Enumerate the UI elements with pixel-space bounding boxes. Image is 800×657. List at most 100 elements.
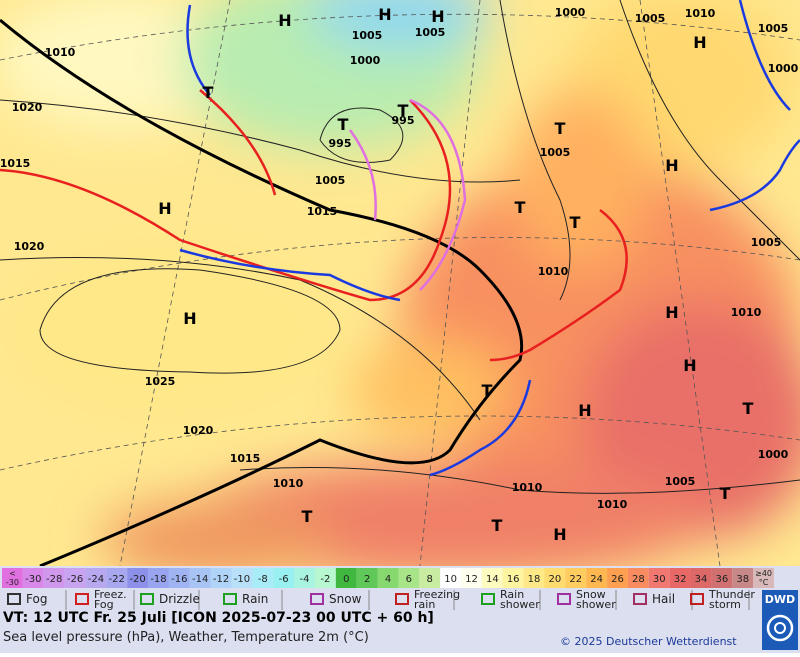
temperature-label: 14 bbox=[486, 574, 499, 585]
temperature-swatch bbox=[586, 568, 608, 588]
temperature-swatch bbox=[64, 568, 86, 588]
temperature-label: -12 bbox=[213, 574, 229, 585]
temperature-label: 0 bbox=[343, 574, 349, 585]
isobar-label: 1000 bbox=[350, 54, 381, 67]
pressure-center: H bbox=[183, 309, 196, 328]
weather-symbol bbox=[557, 593, 571, 605]
weather-label: Freezing bbox=[414, 588, 460, 601]
isobar-label: 1005 bbox=[315, 174, 346, 187]
temperature-label: 6 bbox=[406, 574, 412, 585]
temperature-swatch bbox=[544, 568, 566, 588]
weather-symbol bbox=[395, 593, 409, 605]
temperature-swatch bbox=[440, 568, 462, 588]
temperature-swatch bbox=[377, 568, 399, 588]
isobar-label: 1010 bbox=[731, 306, 762, 319]
weather-label: Snow bbox=[329, 592, 362, 606]
temperature-label: 10 bbox=[444, 574, 457, 585]
pressure-center: H bbox=[553, 525, 566, 544]
cold-front bbox=[186, 4, 211, 96]
temperature-label: 20 bbox=[549, 574, 562, 585]
temperature-label: -18 bbox=[150, 574, 166, 585]
temperature-label: 34 bbox=[695, 574, 708, 585]
temperature-label: -20 bbox=[129, 574, 145, 585]
temperature-label: 12 bbox=[465, 574, 478, 585]
weather-symbol bbox=[633, 593, 647, 605]
isobar-label: 1000 bbox=[768, 62, 799, 75]
temperature-label: 4 bbox=[385, 574, 391, 585]
isobar-label: 1010 bbox=[538, 265, 569, 278]
temperature-swatch bbox=[398, 568, 420, 588]
temperature-label: 28 bbox=[632, 574, 645, 585]
temperature-label: -8 bbox=[258, 574, 268, 585]
temperature-swatch bbox=[669, 568, 691, 588]
temperature-swatch bbox=[210, 568, 232, 588]
weather-label: Freez. bbox=[94, 588, 127, 601]
occluded-front bbox=[348, 98, 467, 291]
temperature-swatch bbox=[127, 568, 149, 588]
temperature-swatch bbox=[189, 568, 211, 588]
isobar-label: 1000 bbox=[758, 448, 789, 461]
pressure-center: H bbox=[665, 156, 678, 175]
temperature-swatch bbox=[461, 568, 482, 588]
weather-symbol bbox=[223, 593, 237, 605]
weather-label: storm bbox=[709, 598, 741, 611]
temperature-swatch bbox=[356, 568, 378, 588]
temperature-swatch bbox=[2, 568, 23, 588]
pressure-center: H bbox=[158, 199, 171, 218]
temperature-label: -28 bbox=[46, 574, 62, 585]
temperature-label: 32 bbox=[674, 574, 687, 585]
weather-symbol bbox=[75, 593, 89, 605]
isobar-label: 1000 bbox=[555, 6, 586, 19]
isobar-label: 1010 bbox=[597, 498, 628, 511]
temperature-swatch bbox=[648, 568, 670, 588]
temperature-swatch bbox=[627, 568, 649, 588]
isobar-label: 1020 bbox=[14, 240, 45, 253]
weather-label: shower bbox=[576, 598, 616, 611]
temperature-swatch bbox=[481, 568, 503, 588]
pressure-center: H bbox=[693, 33, 706, 52]
temperature-label: -26 bbox=[67, 574, 83, 585]
temperature-swatch bbox=[523, 568, 545, 588]
graticule bbox=[0, 0, 800, 566]
description: Sea level pressure (hPa), Weather, Tempe… bbox=[3, 630, 369, 645]
temperature-label: -16 bbox=[171, 574, 187, 585]
pressure-center: H bbox=[378, 5, 391, 24]
isobar-label: 1020 bbox=[183, 424, 214, 437]
isobar-label: 1005 bbox=[540, 146, 571, 159]
weather-symbol bbox=[140, 593, 154, 605]
weather-label: shower bbox=[500, 598, 540, 611]
temperature-swatch bbox=[314, 568, 336, 588]
pressure-center: H bbox=[431, 7, 444, 26]
dwd-logo-swirl bbox=[766, 614, 794, 642]
weather-label: rain bbox=[414, 598, 435, 611]
pressure-center: T bbox=[515, 198, 526, 217]
isobar-label: 1005 bbox=[415, 26, 446, 39]
temperature-label: -14 bbox=[192, 574, 208, 585]
temperature-label: ≥40 bbox=[755, 569, 772, 578]
temperature-swatch bbox=[565, 568, 587, 588]
warm-front bbox=[0, 99, 452, 302]
isobar-label: 1010 bbox=[273, 477, 304, 490]
temperature-swatch bbox=[335, 568, 357, 588]
pressure-center: T bbox=[482, 381, 493, 400]
temperature-swatch bbox=[419, 568, 441, 588]
temperature-swatch bbox=[273, 568, 295, 588]
isobar-label: 1015 bbox=[0, 157, 30, 170]
weather-label: Rain bbox=[500, 588, 524, 601]
valid-time: VT: 12 UTC Fr. 25 Juli [ICON 2025-07-23 … bbox=[3, 610, 434, 626]
weather-symbol bbox=[7, 593, 21, 605]
temperature-swatch bbox=[168, 568, 190, 588]
temperature-label: -30 bbox=[6, 578, 19, 587]
pressure-center: T bbox=[302, 507, 313, 526]
isobar-label: 1015 bbox=[230, 452, 261, 465]
temperature-swatch bbox=[148, 568, 169, 588]
cold-front bbox=[179, 248, 401, 302]
isobar-label: 1010 bbox=[512, 481, 543, 494]
temperature-label: 36 bbox=[715, 574, 728, 585]
isobar-label: 1010 bbox=[685, 7, 716, 20]
temperature-swatch bbox=[732, 568, 754, 588]
temperature-swatch bbox=[43, 568, 65, 588]
weather-label: Hail bbox=[652, 592, 675, 606]
temperature-swatch bbox=[252, 568, 274, 588]
